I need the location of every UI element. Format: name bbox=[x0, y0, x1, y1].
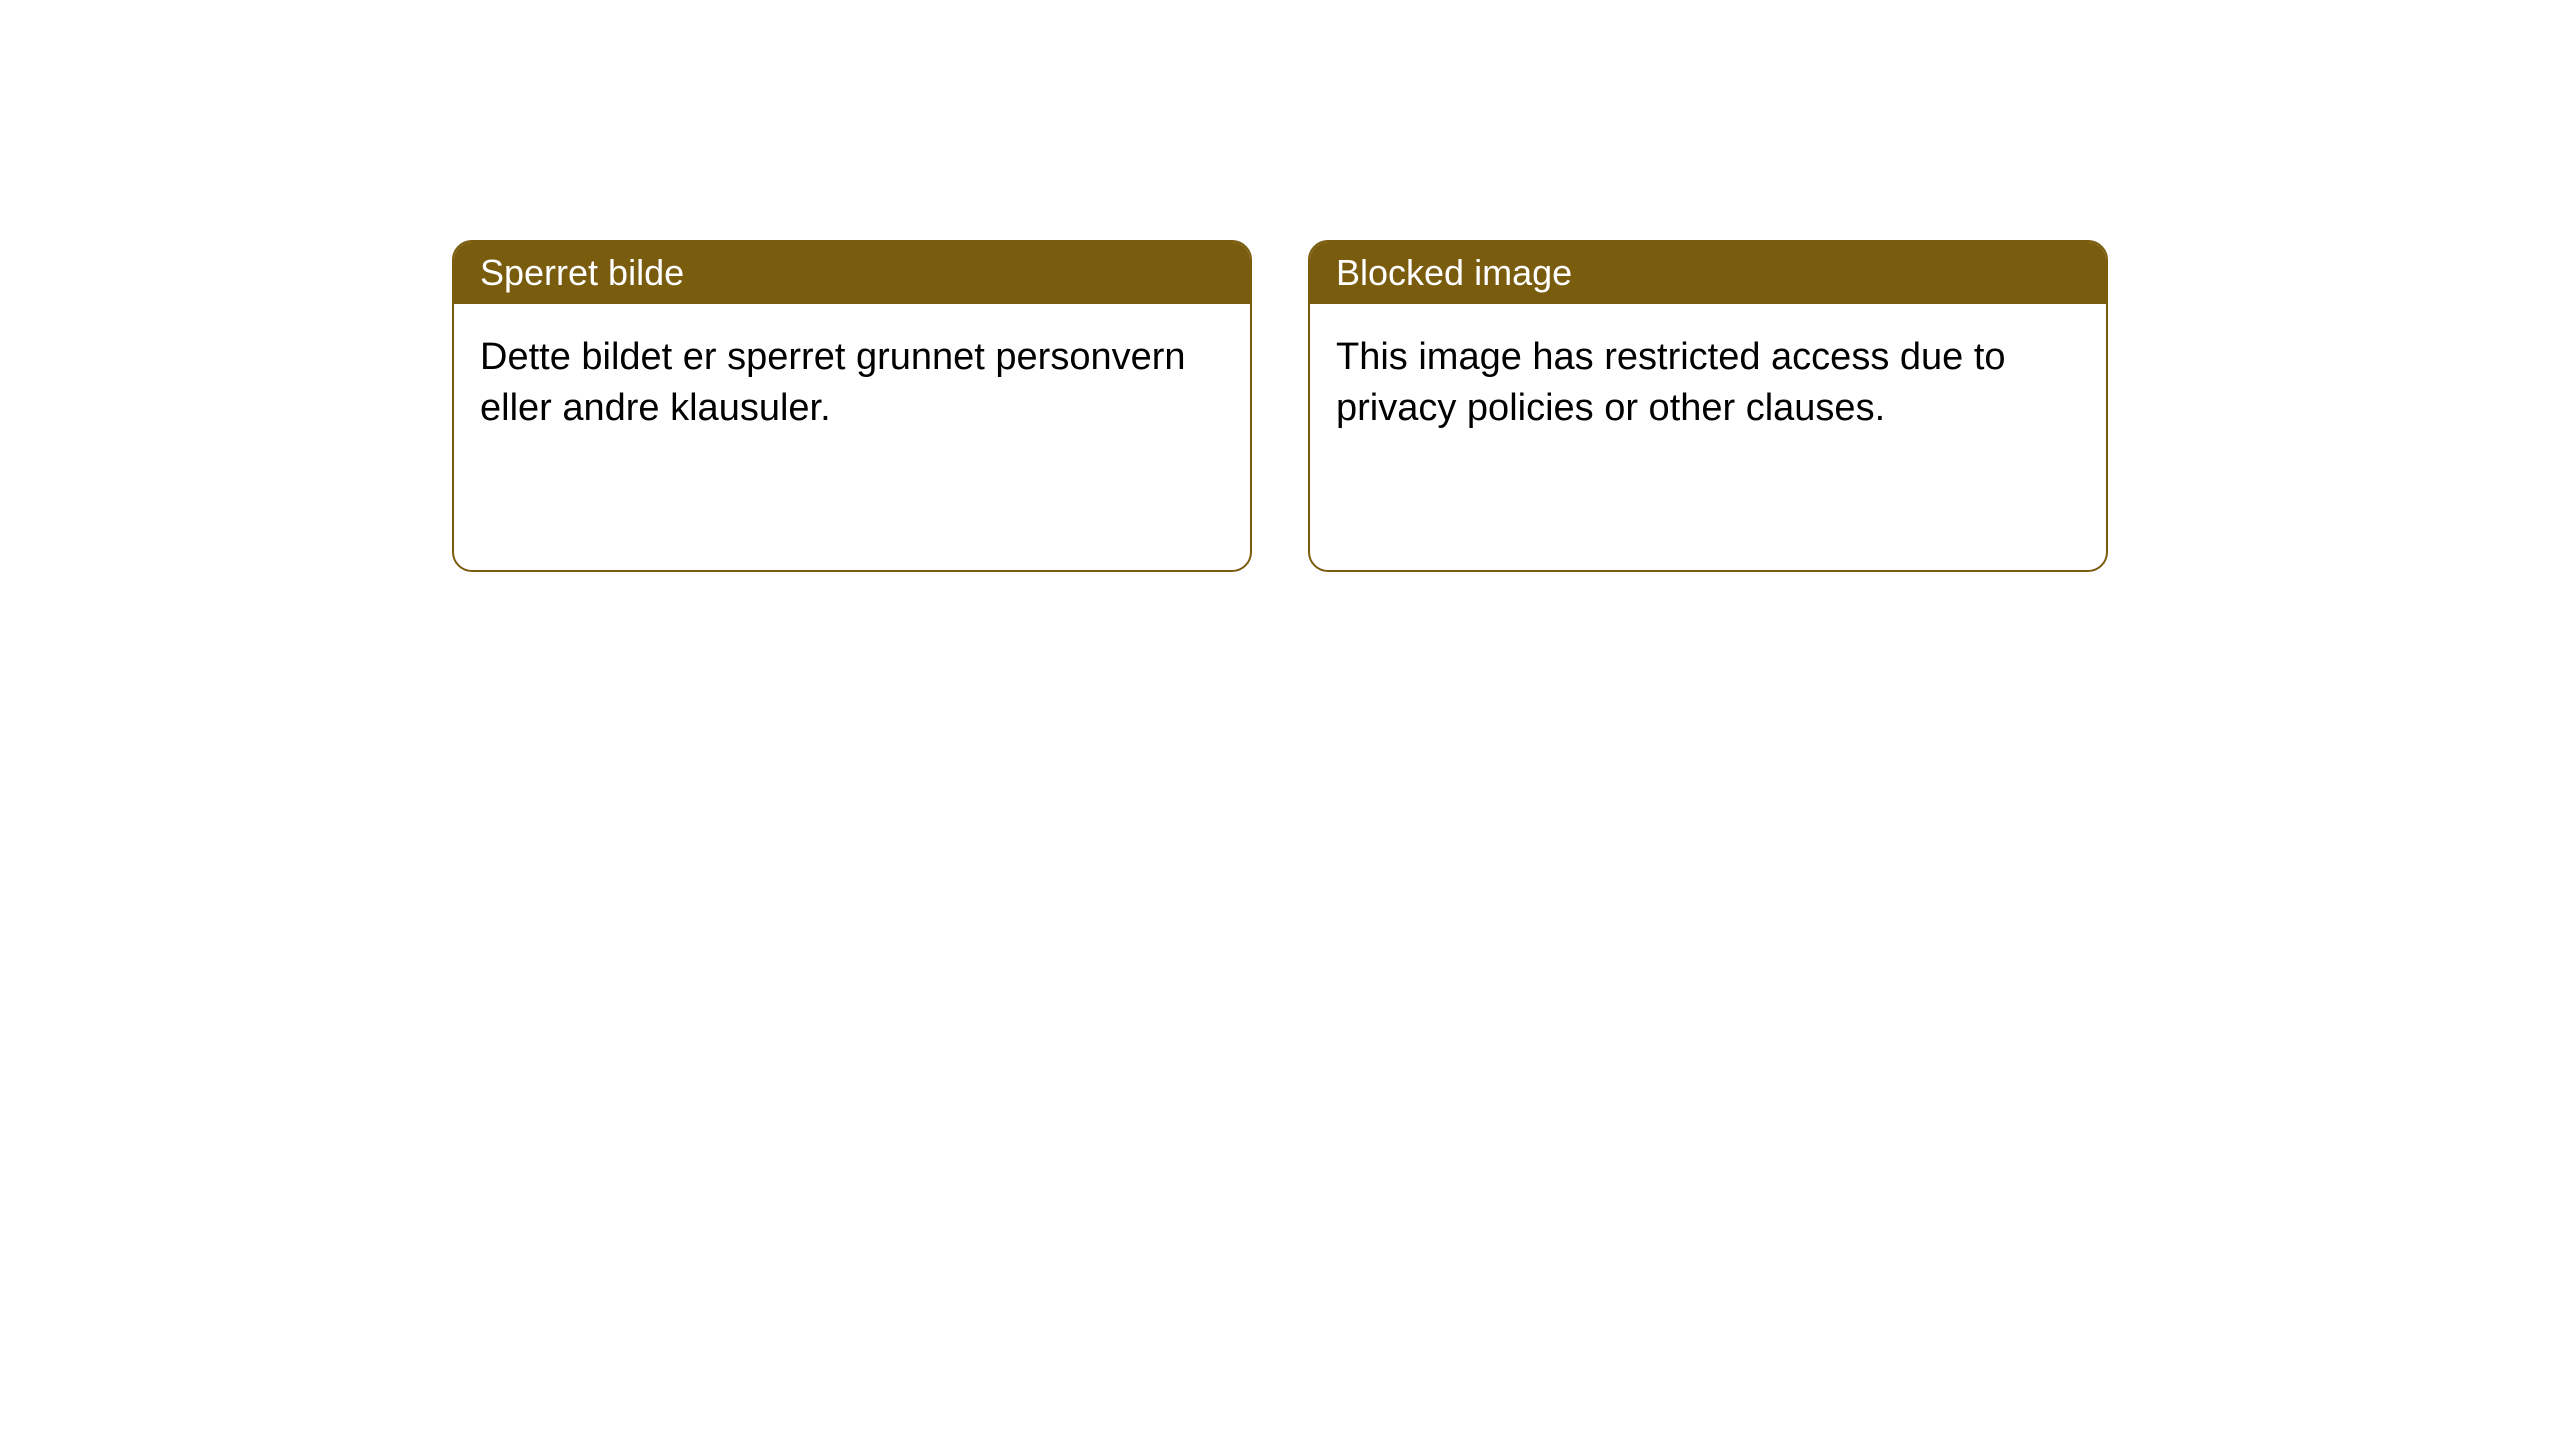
card-text-en: This image has restricted access due to … bbox=[1336, 336, 2006, 429]
card-header-en: Blocked image bbox=[1310, 242, 2106, 304]
blocked-image-card-no: Sperret bilde Dette bildet er sperret gr… bbox=[452, 240, 1252, 572]
blocked-image-card-en: Blocked image This image has restricted … bbox=[1308, 240, 2108, 572]
notice-cards-container: Sperret bilde Dette bildet er sperret gr… bbox=[452, 240, 2108, 1440]
card-text-no: Dette bildet er sperret grunnet personve… bbox=[480, 336, 1186, 429]
card-body-no: Dette bildet er sperret grunnet personve… bbox=[454, 304, 1250, 463]
card-title-en: Blocked image bbox=[1336, 252, 1572, 293]
card-title-no: Sperret bilde bbox=[480, 252, 684, 293]
card-header-no: Sperret bilde bbox=[454, 242, 1250, 304]
card-body-en: This image has restricted access due to … bbox=[1310, 304, 2106, 463]
